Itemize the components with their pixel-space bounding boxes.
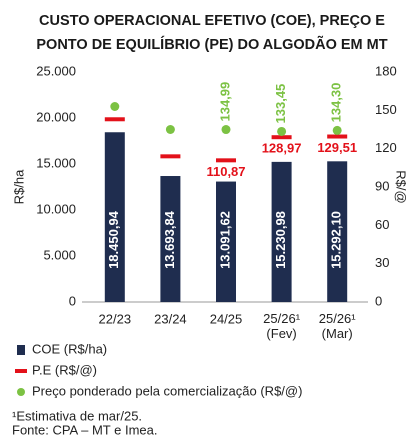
- y2-tick-label: 120: [375, 140, 397, 155]
- bar: [327, 161, 348, 302]
- legend-swatch: [17, 345, 25, 355]
- chart-title: CUSTO OPERACIONAL EFETIVO (COE), PREÇO E: [39, 13, 385, 29]
- y2-tick-label: 30: [375, 255, 389, 270]
- pe-marker: [216, 158, 236, 163]
- price-marker: [221, 125, 231, 135]
- bar-value-label: 13.091,62: [217, 211, 232, 269]
- bar: [216, 181, 236, 302]
- legend-label: P.E (R$/@): [32, 362, 97, 377]
- price-value-label: 134,30: [329, 83, 344, 123]
- bar: [271, 161, 292, 302]
- pe-marker: [271, 135, 292, 140]
- x-tick-label: 24/25: [210, 311, 243, 326]
- bar: [160, 176, 181, 302]
- price-value-label: 134,99: [217, 82, 232, 122]
- legend-label: COE (R$/ha): [32, 341, 107, 356]
- bar: [104, 132, 125, 302]
- price-value-label: 133,45: [273, 84, 288, 124]
- y-axis-title: R$/ha: [11, 169, 26, 204]
- bar-value-label: 18.450,94: [106, 210, 121, 269]
- chart-title: PONTO DE EQUILÍBRIO (PE) DO ALGODÃO EM M…: [36, 35, 387, 53]
- y2-tick-label: 60: [375, 217, 389, 232]
- legend-swatch: [15, 369, 27, 373]
- bar-value-label: 15.292,10: [329, 211, 344, 269]
- price-marker: [277, 126, 287, 136]
- bar-value-label: 15.230,98: [273, 211, 288, 269]
- x-tick-label: 23/24: [154, 311, 187, 326]
- price-marker: [110, 102, 120, 111]
- y-tick-label: 10.000: [36, 201, 76, 216]
- footnote: ¹Estimativa de mar/25.: [12, 408, 142, 423]
- y-tick-label: 20.000: [36, 109, 76, 124]
- pe-marker: [104, 117, 125, 122]
- x-tick-label: 25/26¹ (Fev): [263, 311, 301, 341]
- x-tick-label: 25/26¹ (Mar): [319, 311, 357, 341]
- pe-value-label: 128,97: [262, 141, 302, 156]
- y-tick-label: 0: [69, 293, 76, 308]
- price-marker: [165, 125, 175, 134]
- y-tick-label: 25.000: [36, 63, 76, 78]
- y2-tick-label: 90: [375, 178, 389, 193]
- y2-tick-label: 150: [375, 102, 397, 117]
- legend-swatch: [17, 388, 25, 396]
- y2-tick-label: 180: [375, 63, 397, 78]
- legend-label: Preço ponderado pela comercialização (R$…: [32, 383, 302, 398]
- footnote: Fonte: CPA – MT e Imea.: [12, 422, 157, 437]
- x-tick-label: 22/23: [99, 311, 132, 326]
- bar-value-label: 13.693,84: [162, 210, 177, 269]
- price-marker: [332, 125, 342, 135]
- y2-tick-label: 0: [375, 293, 382, 308]
- y-tick-label: 5.000: [43, 247, 76, 262]
- pe-value-label: 110,87: [206, 164, 245, 179]
- pe-marker: [327, 134, 348, 139]
- pe-marker: [160, 154, 181, 159]
- y-tick-label: 15.000: [36, 155, 76, 170]
- y2-axis-title: R$/@: [394, 170, 409, 203]
- pe-value-label: 129,51: [317, 140, 357, 155]
